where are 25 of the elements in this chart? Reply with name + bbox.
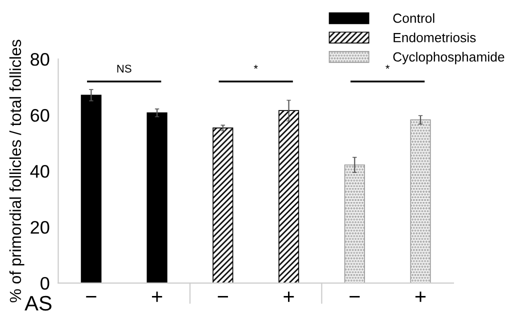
x-tick-label: − <box>218 296 228 298</box>
x-axis-title: AS <box>24 296 52 311</box>
bar <box>212 128 234 284</box>
legend-label: Control <box>393 13 434 23</box>
bar <box>410 119 431 284</box>
x-tick-label: − <box>350 296 360 298</box>
legend-label: Endometriosis <box>394 32 476 42</box>
y-tick-label: 20 <box>30 220 50 234</box>
annotation: NS <box>117 64 132 73</box>
legend-label: Cyclophosphamide <box>393 52 504 64</box>
bar <box>344 164 365 284</box>
bar <box>80 94 102 284</box>
y-axis-title: % of primordial follicles / total follicles <box>9 40 24 302</box>
annotation: * <box>254 64 258 69</box>
bar <box>278 110 300 284</box>
x-tick-label: + <box>284 292 294 302</box>
y-tick-label: 0 <box>40 276 50 290</box>
x-tick-label: − <box>86 296 96 298</box>
y-tick-label: 80 <box>30 53 50 66</box>
y-tick-label: 60 <box>30 109 50 122</box>
annotation: * <box>386 64 390 69</box>
x-tick-label: + <box>415 292 426 302</box>
x-tick-label: + <box>152 292 162 302</box>
y-tick-label: 40 <box>30 164 50 178</box>
bar <box>146 112 168 284</box>
